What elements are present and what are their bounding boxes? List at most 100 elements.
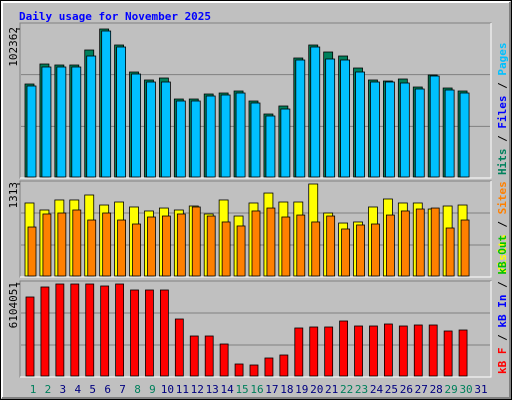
legend-separator: / <box>496 328 509 348</box>
x-tick-label: 16 <box>250 383 263 396</box>
x-tick-label: 15 <box>235 383 248 396</box>
legend: Hits / Files / Pages <box>496 43 509 176</box>
bar <box>250 102 261 178</box>
bar <box>55 283 65 377</box>
x-tick-label: 9 <box>149 383 156 396</box>
x-tick-label: 17 <box>265 383 278 396</box>
bar <box>400 210 410 277</box>
bar <box>191 206 201 277</box>
x-tick-label: 3 <box>60 383 67 396</box>
bar <box>221 221 231 277</box>
bar <box>220 94 231 178</box>
x-tick-label: 12 <box>191 383 204 396</box>
x-tick-label: 4 <box>74 383 81 396</box>
x-tick-label: 10 <box>161 383 174 396</box>
bar <box>131 73 141 178</box>
bar <box>26 85 37 178</box>
bar <box>251 210 261 277</box>
bar <box>85 283 95 377</box>
bar <box>25 296 35 377</box>
legend-separator: / <box>496 76 509 96</box>
bar <box>415 208 425 277</box>
bar <box>354 325 363 377</box>
bar <box>309 326 319 377</box>
bar <box>87 219 97 277</box>
bar <box>234 363 244 377</box>
bar <box>295 59 306 178</box>
panel-bevel <box>20 181 492 278</box>
bar <box>71 66 82 178</box>
chart-title: Daily usage for November 2025 <box>19 10 211 23</box>
bar <box>371 223 380 277</box>
bar <box>72 209 82 277</box>
bar <box>42 213 52 277</box>
bar <box>206 215 216 277</box>
bar <box>189 335 199 377</box>
bar <box>27 226 37 277</box>
bar <box>249 364 259 377</box>
bar <box>41 66 52 178</box>
bar <box>311 221 321 277</box>
bar <box>459 92 470 178</box>
bar <box>159 289 169 377</box>
bar <box>101 30 112 178</box>
bar <box>294 327 304 377</box>
bar <box>310 46 321 178</box>
bar <box>430 207 440 277</box>
legend-separator: / <box>496 275 509 295</box>
bar <box>384 81 395 178</box>
legend-entry: Sites <box>496 181 509 214</box>
bar <box>86 55 97 178</box>
bar <box>399 82 410 178</box>
bar <box>429 75 440 178</box>
legend-separator: / <box>496 129 509 149</box>
legend-entry: kB In <box>496 295 509 328</box>
x-tick-label: 26 <box>400 383 413 396</box>
bar <box>266 207 276 277</box>
bar <box>445 227 455 277</box>
legend-entry: kB Out <box>496 235 509 275</box>
x-tick-label: 18 <box>280 383 293 396</box>
bar <box>116 46 126 178</box>
bar <box>444 89 455 178</box>
bar <box>264 357 274 377</box>
legend-entry: Hits <box>496 149 509 176</box>
bar <box>190 100 201 178</box>
y-tick-label: 1313 <box>7 182 20 209</box>
bar <box>326 215 336 277</box>
bar <box>355 71 365 178</box>
bar <box>175 100 186 178</box>
bar <box>428 324 438 377</box>
bar <box>117 219 126 277</box>
bar <box>57 212 67 277</box>
legend-entry: kB F <box>496 348 509 375</box>
x-tick-label: 14 <box>221 383 235 396</box>
bar <box>161 215 171 277</box>
bar <box>443 330 453 377</box>
bar <box>70 283 80 377</box>
bar <box>100 285 110 377</box>
bar <box>279 354 289 377</box>
x-tick-label: 1 <box>30 383 37 396</box>
x-tick-label: 27 <box>415 383 428 396</box>
bar <box>147 216 156 277</box>
x-tick-label: 23 <box>355 383 368 396</box>
bar <box>40 286 50 377</box>
panel-bevel <box>20 281 492 378</box>
bar <box>176 213 186 277</box>
bar <box>458 329 468 377</box>
bar <box>325 58 336 178</box>
y-tick-label: 6104051 <box>7 282 20 328</box>
legend-entry: Pages <box>496 43 509 76</box>
x-tick-label: 2 <box>45 383 52 396</box>
x-tick-label: 13 <box>206 383 219 396</box>
bar <box>324 326 334 377</box>
legend: Visits / Sites <box>496 181 509 274</box>
bar <box>236 225 246 277</box>
bar <box>356 224 365 277</box>
x-tick-label: 25 <box>385 383 398 396</box>
bar <box>414 88 425 178</box>
